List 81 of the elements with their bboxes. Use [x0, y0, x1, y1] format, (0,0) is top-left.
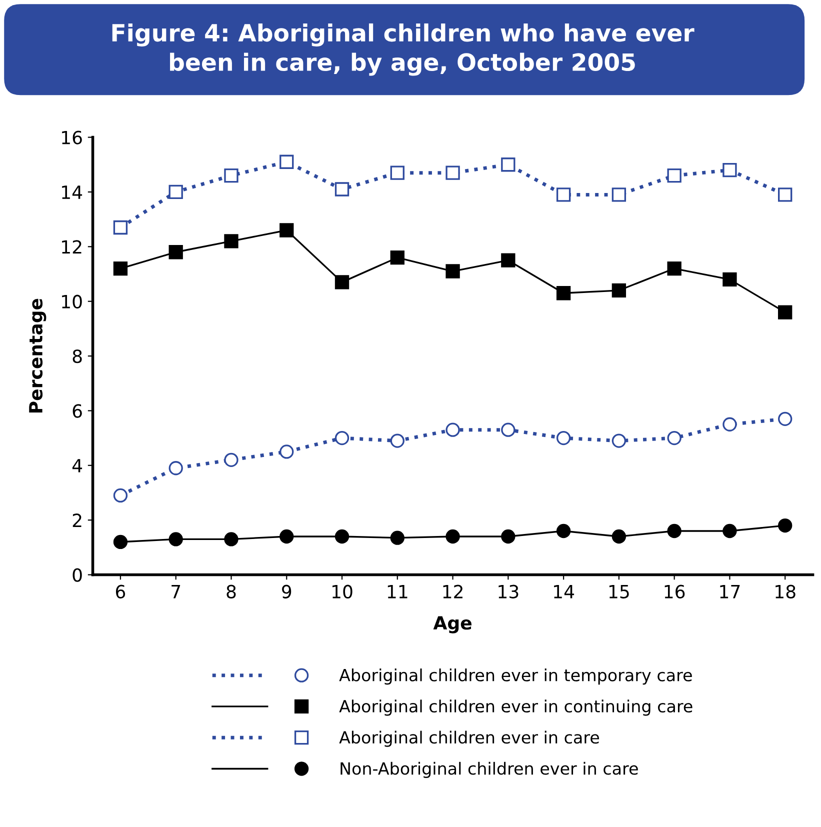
point — [778, 188, 792, 202]
y-axis-title: Percentage — [29, 298, 46, 412]
legend-label: Non-Aboriginal children ever in care — [340, 762, 638, 778]
point — [168, 461, 183, 476]
point — [612, 188, 626, 202]
point — [446, 422, 460, 437]
x-tick-label: 15 — [609, 585, 629, 598]
point — [113, 261, 128, 276]
point — [168, 532, 183, 546]
point — [722, 417, 737, 432]
x-tick-label: 16 — [664, 584, 685, 598]
y-tick-label: 14 — [62, 186, 82, 199]
point — [501, 529, 516, 544]
point — [334, 529, 350, 544]
x-tick-label: 17 — [720, 585, 740, 598]
point — [446, 264, 460, 278]
point — [168, 245, 183, 260]
point — [224, 452, 238, 468]
point — [334, 275, 350, 290]
point — [446, 529, 460, 544]
point — [667, 430, 682, 446]
legend-label: Aboriginal children ever in care — [339, 730, 600, 747]
x-tick-label: 18 — [776, 584, 796, 598]
point — [390, 166, 404, 180]
point — [778, 412, 792, 426]
y-tick-label: 8 — [72, 349, 82, 364]
x-tick-label: 12 — [443, 584, 462, 598]
point — [612, 434, 626, 448]
point — [667, 524, 682, 538]
point — [334, 430, 350, 446]
point — [556, 430, 571, 446]
point — [168, 184, 183, 200]
x-axis-title: Age — [433, 616, 472, 634]
point — [334, 182, 350, 196]
point — [501, 253, 516, 268]
y-tick-label: 2 — [72, 514, 82, 527]
point — [113, 534, 128, 550]
point — [667, 261, 682, 276]
point — [722, 163, 737, 178]
legend-label: Aboriginal children ever in continuing care — [339, 700, 692, 716]
y-tick-label: 10 — [62, 294, 82, 308]
x-tick-label: 14 — [554, 585, 574, 598]
point — [556, 286, 571, 300]
point — [722, 272, 737, 287]
y-tick-label: 16 — [62, 130, 82, 144]
point — [390, 434, 404, 448]
point — [224, 168, 238, 183]
y-tick-label: 0 — [72, 568, 82, 582]
y-tick-label: 6 — [72, 404, 82, 418]
point — [667, 168, 682, 183]
chart-title: Figure 4: Aboriginal children who have ever been in care, by age, October 2005 — [112, 23, 694, 76]
point — [280, 223, 294, 238]
x-tick-label: 10 — [332, 584, 352, 598]
point — [556, 524, 571, 538]
point — [224, 234, 238, 248]
point — [446, 166, 460, 180]
y-tick-label: 4 — [72, 459, 82, 472]
x-tick-label: 9 — [282, 584, 292, 598]
point — [224, 532, 238, 546]
point — [390, 530, 404, 545]
point — [280, 529, 294, 544]
point — [722, 524, 737, 538]
point — [501, 158, 516, 172]
point — [113, 488, 128, 503]
x-tick-label: 7 — [172, 585, 180, 598]
x-tick-label: 8 — [226, 584, 236, 598]
point — [556, 188, 571, 202]
point — [390, 250, 404, 265]
point — [612, 283, 626, 298]
point — [280, 154, 294, 169]
point — [280, 444, 294, 459]
point — [778, 305, 792, 320]
x-tick-label: 6 — [116, 584, 126, 598]
point — [113, 220, 128, 235]
x-tick-label: 13 — [498, 584, 518, 598]
x-tick-label: 11 — [388, 585, 408, 598]
point — [612, 529, 626, 544]
point — [501, 422, 516, 437]
point — [778, 518, 792, 533]
legend-label: Aboriginal children ever in temporary care — [339, 668, 692, 685]
y-tick-label: 12 — [62, 240, 82, 254]
